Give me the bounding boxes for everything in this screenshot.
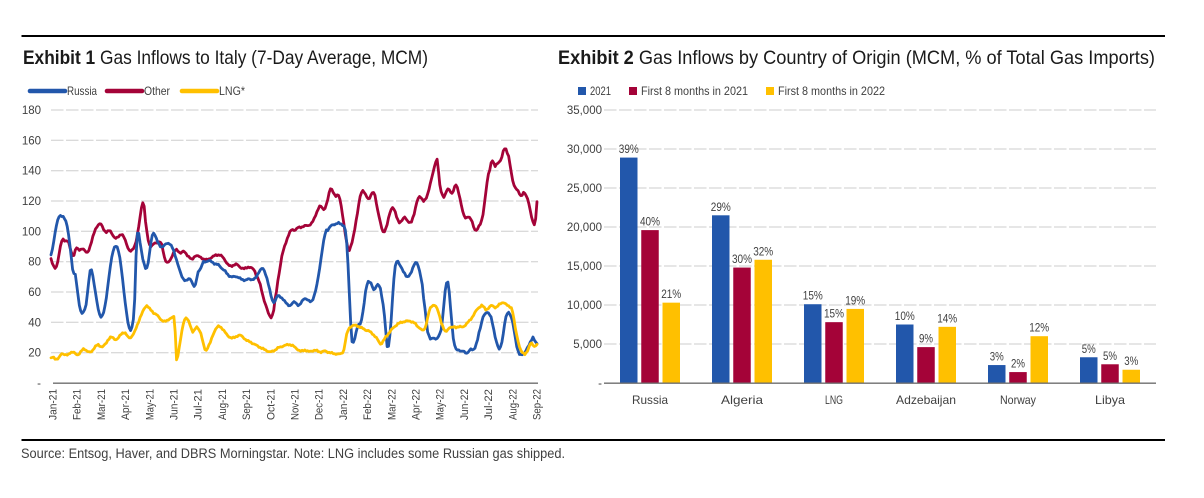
svg-text:40: 40 xyxy=(28,317,41,329)
svg-text:Feb-21: Feb-21 xyxy=(72,389,84,420)
svg-text:39%: 39% xyxy=(619,142,639,156)
svg-text:80: 80 xyxy=(28,257,41,269)
svg-text:15%: 15% xyxy=(824,307,844,321)
svg-text:-: - xyxy=(598,378,602,390)
svg-text:15,000: 15,000 xyxy=(567,261,602,273)
svg-text:Apr-22: Apr-22 xyxy=(411,389,423,420)
svg-text:Other: Other xyxy=(144,84,170,98)
svg-text:40%: 40% xyxy=(640,215,660,229)
svg-text:3%: 3% xyxy=(990,350,1004,364)
svg-text:Sep-21: Sep-21 xyxy=(241,389,253,420)
svg-text:15%: 15% xyxy=(803,289,823,303)
svg-text:Mar-21: Mar-21 xyxy=(96,389,108,420)
svg-text:60: 60 xyxy=(28,287,41,299)
svg-text:Jan-22: Jan-22 xyxy=(338,389,350,420)
svg-text:Libya: Libya xyxy=(1095,393,1125,407)
svg-text:180: 180 xyxy=(22,105,41,117)
svg-text:Dec-21: Dec-21 xyxy=(314,389,326,420)
svg-text:Jun-22: Jun-22 xyxy=(459,389,471,420)
svg-text:2021: 2021 xyxy=(590,84,611,98)
svg-text:Sep-22: Sep-22 xyxy=(532,389,544,420)
svg-text:Jan-21: Jan-21 xyxy=(48,389,60,420)
svg-text:10,000: 10,000 xyxy=(567,300,602,312)
svg-text:5,000: 5,000 xyxy=(573,339,602,351)
svg-text:Nov-21: Nov-21 xyxy=(290,389,302,420)
svg-text:Jul-22: Jul-22 xyxy=(483,389,495,420)
svg-text:Exhibit 2 Gas Inflows by Count: Exhibit 2 Gas Inflows by Country of Orig… xyxy=(558,47,1155,69)
svg-text:25,000: 25,000 xyxy=(567,183,602,195)
svg-text:20: 20 xyxy=(28,348,41,360)
svg-text:Feb-22: Feb-22 xyxy=(362,389,374,420)
svg-text:First 8 months in 2021: First 8 months in 2021 xyxy=(641,84,748,98)
svg-text:Source: Entsog, Haver, and DBR: Source: Entsog, Haver, and DBRS Mornings… xyxy=(21,446,565,461)
svg-text:Oct-21: Oct-21 xyxy=(265,389,277,420)
svg-text:Adzebaijan: Adzebaijan xyxy=(896,393,956,407)
svg-text:35,000: 35,000 xyxy=(567,105,602,117)
svg-text:Aug-21: Aug-21 xyxy=(217,389,229,420)
svg-text:Russia: Russia xyxy=(67,84,97,98)
svg-text:Mar-22: Mar-22 xyxy=(386,389,398,420)
svg-text:Apr-21: Apr-21 xyxy=(120,389,132,420)
svg-text:5%: 5% xyxy=(1082,342,1096,356)
svg-text:Exhibit 1 Gas Inflows to Italy: Exhibit 1 Gas Inflows to Italy (7-Day Av… xyxy=(23,47,428,69)
svg-text:May-22: May-22 xyxy=(435,389,447,420)
svg-text:Russia: Russia xyxy=(632,393,668,407)
svg-text:29%: 29% xyxy=(711,200,731,214)
svg-text:100: 100 xyxy=(22,226,41,238)
svg-text:30,000: 30,000 xyxy=(567,144,602,156)
svg-text:2%: 2% xyxy=(1011,357,1025,371)
svg-text:Jul-21: Jul-21 xyxy=(193,389,205,420)
svg-text:19%: 19% xyxy=(845,293,865,307)
svg-text:9%: 9% xyxy=(919,332,933,346)
svg-text:20,000: 20,000 xyxy=(567,222,602,234)
svg-text:Algeria: Algeria xyxy=(721,393,763,407)
svg-text:Jun-21: Jun-21 xyxy=(169,389,181,420)
svg-text:14%: 14% xyxy=(937,311,957,325)
svg-text:3%: 3% xyxy=(1124,354,1138,368)
svg-text:First 8 months in 2022: First 8 months in 2022 xyxy=(778,84,885,98)
svg-text:21%: 21% xyxy=(661,287,681,301)
svg-text:Aug-22: Aug-22 xyxy=(507,389,519,420)
svg-text:5%: 5% xyxy=(1103,349,1117,363)
svg-text:10%: 10% xyxy=(895,309,915,323)
svg-text:-: - xyxy=(37,378,41,390)
svg-text:30%: 30% xyxy=(732,252,752,266)
svg-text:140: 140 xyxy=(22,166,41,178)
svg-text:160: 160 xyxy=(22,135,41,147)
svg-text:May-21: May-21 xyxy=(144,389,156,420)
svg-text:LNG: LNG xyxy=(825,393,843,407)
svg-text:12%: 12% xyxy=(1029,321,1049,335)
svg-text:LNG*: LNG* xyxy=(219,84,245,98)
svg-text:Norway: Norway xyxy=(1000,393,1036,407)
svg-text:120: 120 xyxy=(22,196,41,208)
svg-text:32%: 32% xyxy=(753,244,773,258)
